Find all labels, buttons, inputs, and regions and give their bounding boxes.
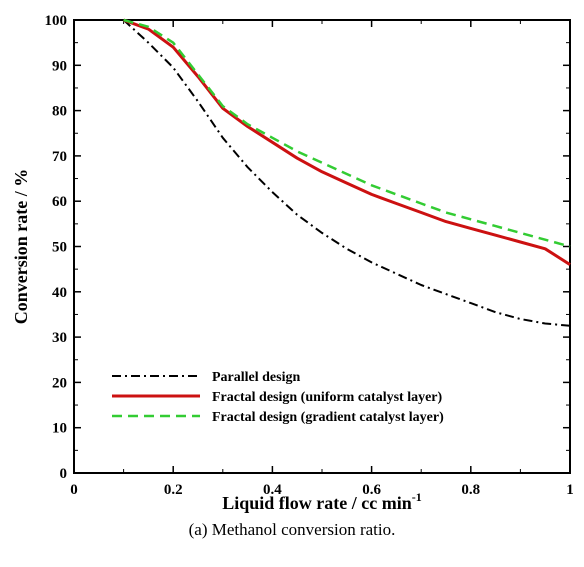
x-tick-label: 0: [70, 482, 78, 498]
plot-frame: [73, 19, 571, 474]
x-tick-label: 0.8: [461, 482, 480, 498]
y-tick-label: 40: [52, 285, 67, 301]
legend-label-1: Parallel design: [212, 370, 300, 385]
y-tick-label: 70: [52, 149, 67, 165]
y-tick-label: 100: [45, 13, 68, 29]
x-tick-label: 0.6: [362, 482, 381, 498]
y-tick-label: 30: [52, 330, 67, 346]
figure-caption: (a) Methanol conversion ratio.: [188, 520, 396, 539]
x-tick-label: 0.2: [164, 482, 183, 498]
series-line-3: [123, 18, 571, 248]
x-axis-title: Liquid flow rate / cc min-1: [222, 490, 422, 513]
x-tick-label: 1: [566, 482, 574, 498]
y-tick-label: 50: [52, 240, 67, 256]
series-line-2: [123, 18, 571, 266]
legend-label-2: Fractal design (uniform catalyst layer): [212, 390, 443, 405]
y-tick-label: 80: [52, 104, 67, 120]
legend-label-3: Fractal design (gradient catalyst layer): [212, 410, 444, 425]
series-layer: [122, 18, 571, 327]
y-tick-label: 0: [60, 466, 68, 482]
y-tick-label: 20: [52, 375, 67, 391]
x-axis-title-superscript: -1: [412, 490, 422, 504]
x-axis-title-text: Liquid flow rate / cc min: [222, 493, 412, 513]
y-axis-title: Conversion rate / %: [11, 169, 31, 324]
y-tick-label: 90: [52, 58, 67, 74]
y-tick-label: 60: [52, 194, 67, 210]
y-tick-label: 10: [52, 421, 67, 437]
x-tick-label: 0.4: [263, 482, 282, 498]
legend: Parallel design Fractal design (uniform c…: [112, 370, 444, 425]
